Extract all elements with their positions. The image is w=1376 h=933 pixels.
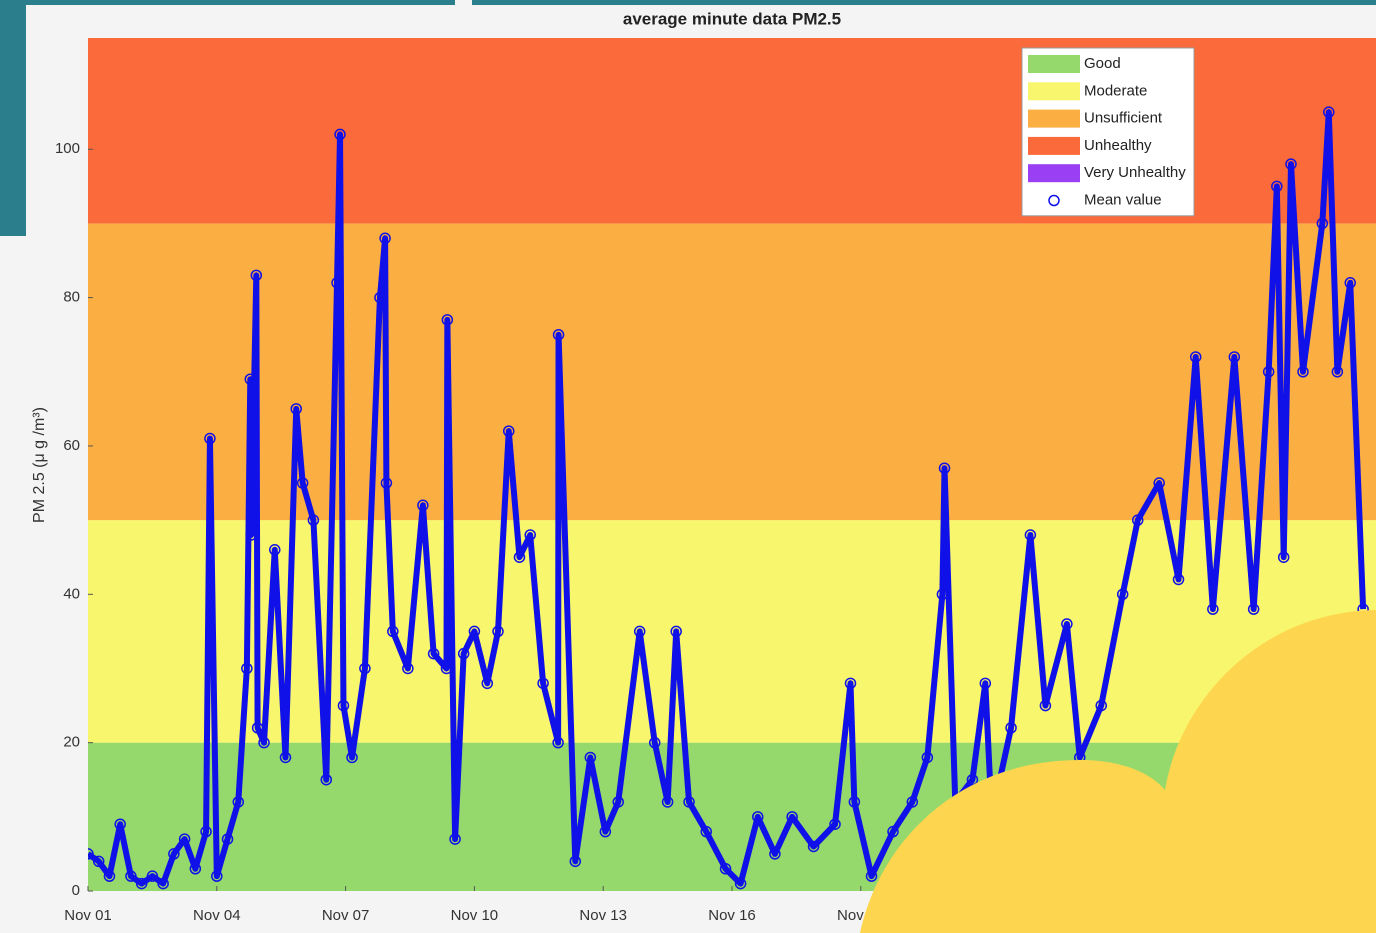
chart-title: average minute data PM2.5 — [623, 9, 841, 28]
legend-swatch — [1028, 110, 1080, 128]
legend-swatch — [1028, 55, 1080, 73]
legend-label: Unsufficient — [1084, 110, 1163, 127]
x-tick-label: Nov 01 — [64, 907, 112, 924]
x-tick-label: Nov 13 — [579, 907, 627, 924]
y-tick-label: 80 — [63, 289, 80, 306]
y-tick-label: 20 — [63, 734, 80, 751]
band — [88, 223, 1376, 520]
x-tick-label: Nov 04 — [193, 907, 241, 924]
top-strip — [0, 0, 455, 5]
x-tick-label: Nov 10 — [451, 907, 499, 924]
y-tick-label: 40 — [63, 585, 80, 602]
top-strip — [472, 0, 1376, 5]
legend-label: Unhealthy — [1084, 137, 1152, 154]
x-tick-label: Nov 16 — [708, 907, 756, 924]
legend-label: Very Unhealthy — [1084, 164, 1186, 181]
legend-swatch — [1028, 164, 1080, 182]
y-tick-label: 0 — [72, 882, 80, 899]
x-tick-label: Nov 07 — [322, 907, 370, 924]
side-bar — [0, 0, 26, 236]
y-tick-label: 60 — [63, 437, 80, 454]
y-tick-label: 100 — [55, 140, 80, 157]
legend-label: Mean value — [1084, 191, 1162, 208]
legend: Good Moderate Unsufficient Unhealthy Very Un… — [1022, 48, 1194, 216]
legend-label: Moderate — [1084, 82, 1147, 99]
legend-swatch — [1028, 82, 1080, 100]
legend-swatch — [1028, 137, 1080, 155]
y-axis-label: PM 2.5 (μ g /m³) — [31, 407, 48, 523]
page: 0 20 40 60 80 100 Nov 01 Nov 04 Nov 07 Nov 10 Nov … — [0, 0, 1376, 933]
legend-label: Good — [1084, 55, 1121, 72]
